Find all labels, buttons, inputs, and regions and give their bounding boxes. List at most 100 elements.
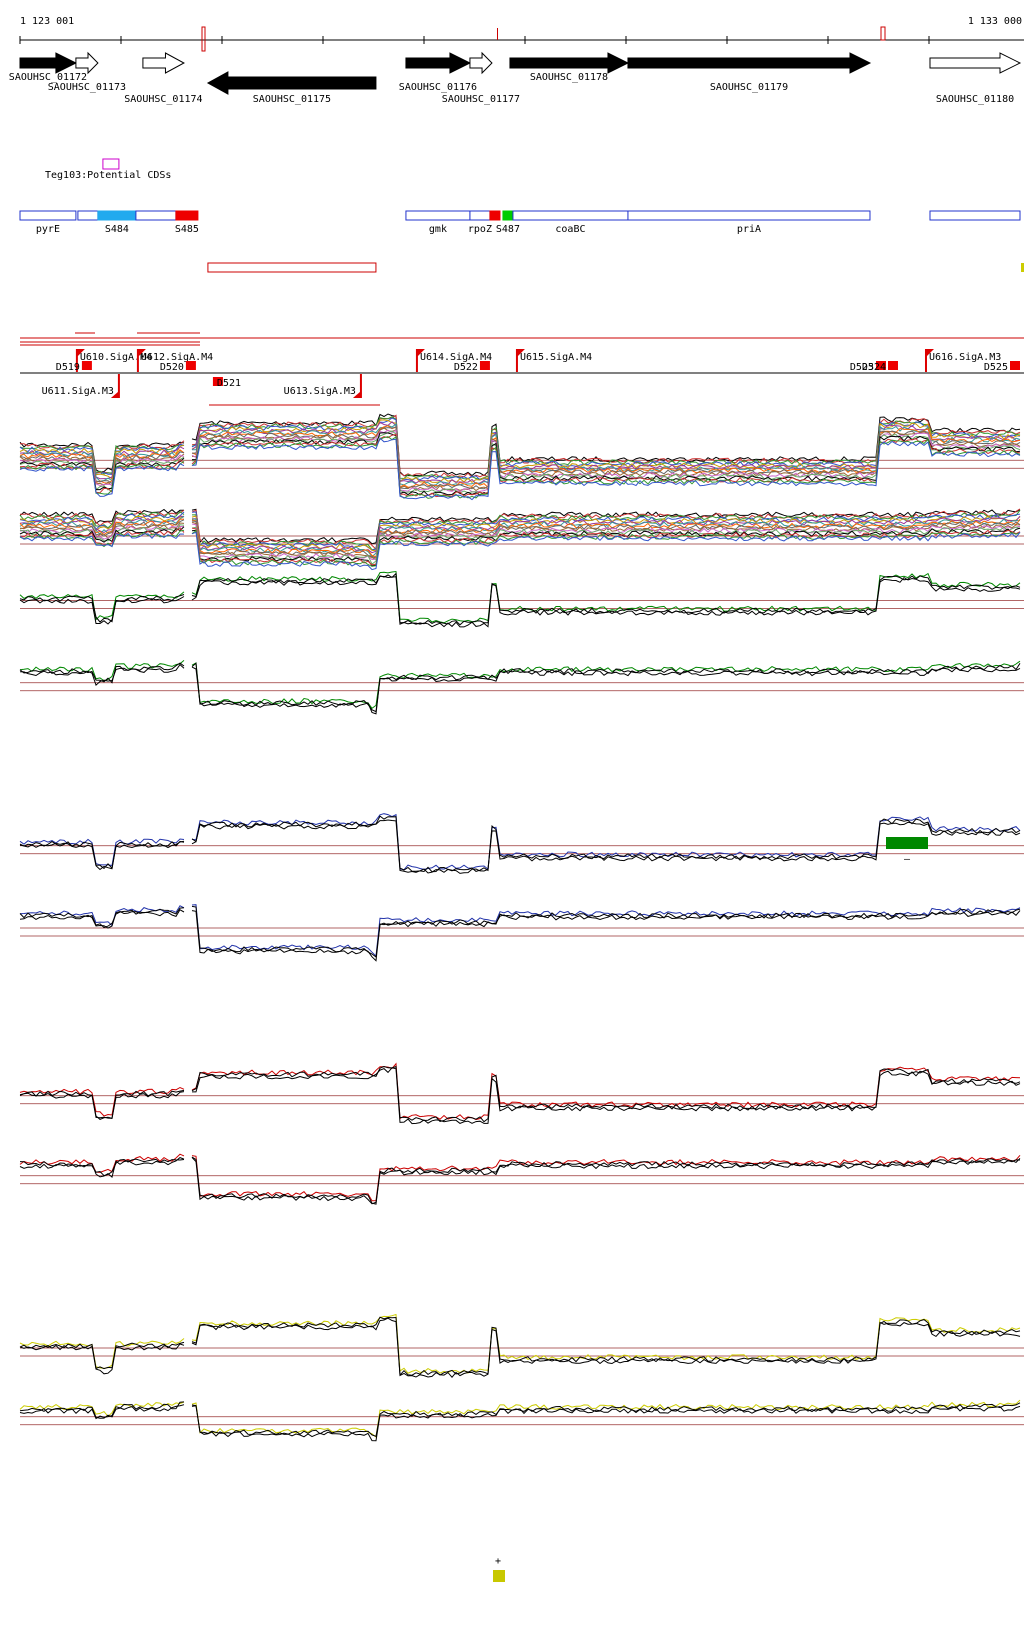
expression-profile xyxy=(19,1317,1021,1378)
terminator-mark[interactable] xyxy=(185,361,196,370)
potential-cds-box[interactable] xyxy=(102,158,120,170)
feature-box[interactable] xyxy=(175,210,199,221)
promoter-mark[interactable] xyxy=(515,349,525,372)
potential-cds-track: Teg103:Potential CDSs xyxy=(45,158,171,181)
gene-arrow[interactable] xyxy=(206,71,377,95)
legend-markers: – + xyxy=(493,837,928,1582)
gene-arrow[interactable] xyxy=(19,52,78,74)
expression-profile xyxy=(19,570,1021,624)
expression-profile xyxy=(19,1313,1021,1374)
expression-profile xyxy=(19,432,1021,496)
gene-label: SAOUHSC_01178 xyxy=(530,72,608,83)
expression-track xyxy=(19,1062,1024,1125)
gene-arrow[interactable] xyxy=(469,51,493,75)
promoter-label: U614.SigA.M4 xyxy=(420,352,492,363)
feature-box[interactable] xyxy=(627,210,871,221)
expression-profile xyxy=(19,531,1021,571)
promoter-label: U615.SigA.M4 xyxy=(520,352,592,363)
gene-arrow[interactable] xyxy=(75,51,99,75)
terminator-label: D522 xyxy=(454,362,478,373)
expression-profile xyxy=(19,904,1021,958)
expression-track xyxy=(19,813,1024,874)
expression-profile xyxy=(19,1399,1021,1439)
transcript-box[interactable] xyxy=(207,262,377,273)
promoter-mark[interactable] xyxy=(136,349,146,372)
expression-profile xyxy=(19,437,1021,501)
feature-box[interactable] xyxy=(19,210,77,221)
terminator-mark[interactable] xyxy=(479,361,490,370)
edge-marker xyxy=(1021,263,1024,272)
feature-label: coaBC xyxy=(555,224,585,235)
gene-label: SAOUHSC_01175 xyxy=(253,94,331,105)
terminator-label: D519 xyxy=(56,362,80,373)
potential-cds-label: Teg103:Potential CDSs xyxy=(45,170,171,181)
feature-box[interactable] xyxy=(135,210,177,221)
promoter-mark[interactable] xyxy=(415,349,425,372)
expression-profile xyxy=(19,1316,1021,1377)
feature-box[interactable] xyxy=(489,210,501,221)
terminator-mark[interactable] xyxy=(212,377,223,386)
promoter-label: U613.SigA.M3 xyxy=(284,386,356,397)
promoter-label: U610.SigA.M4 xyxy=(80,352,152,363)
green-legend-box xyxy=(886,837,928,849)
terminator-mark[interactable] xyxy=(887,361,898,370)
feature-box[interactable] xyxy=(97,210,137,221)
ruler-marker xyxy=(201,26,206,52)
expression-profile xyxy=(19,1404,1021,1442)
feature-label: priA xyxy=(737,224,761,235)
feature-box[interactable] xyxy=(929,210,1021,221)
feature-label: S487 xyxy=(496,224,520,235)
expression-profile xyxy=(19,527,1021,566)
feature-box[interactable] xyxy=(502,210,514,221)
ruler-ticks xyxy=(19,36,930,44)
expression-profile xyxy=(19,909,1021,962)
expression-profile xyxy=(19,815,1021,873)
expression-track xyxy=(19,413,1024,501)
expression-profile xyxy=(19,524,1021,565)
expression-profile xyxy=(19,813,1021,871)
expression-track xyxy=(19,508,1024,571)
terminator-label: D523 xyxy=(850,362,874,373)
expression-track xyxy=(19,570,1024,628)
terminator-mark[interactable] xyxy=(875,361,886,370)
gene-arrow[interactable] xyxy=(627,52,872,74)
gene-label: SAOUHSC_01173 xyxy=(48,82,126,93)
promoter-mark[interactable] xyxy=(75,349,85,372)
promoter-mark[interactable] xyxy=(352,374,362,398)
promoter-label: U612.SigA.M4 xyxy=(141,352,213,363)
terminator-mark[interactable] xyxy=(81,361,92,370)
expression-profile xyxy=(19,1067,1021,1125)
gene-label: SAOUHSC_01172 xyxy=(9,72,87,83)
gene-arrow[interactable] xyxy=(509,52,630,74)
terminator-mark[interactable] xyxy=(1009,361,1020,370)
gene-label: SAOUHSC_01177 xyxy=(442,94,520,105)
terminator-label: D525 xyxy=(984,362,1008,373)
expression-profile xyxy=(19,819,1021,874)
promoter-mark[interactable] xyxy=(924,349,934,372)
expression-profile xyxy=(19,572,1021,626)
terminator-label: D521 xyxy=(217,378,241,389)
gene-arrow[interactable] xyxy=(929,52,1022,74)
feature-label: rpoZ xyxy=(468,224,492,235)
gene-arrow[interactable] xyxy=(142,52,185,74)
minus-legend-label: – xyxy=(904,854,911,865)
terminator-label: D520 xyxy=(160,362,184,373)
expression-profile xyxy=(19,1062,1021,1121)
feature-box[interactable] xyxy=(77,210,99,221)
ruler-start-label: 1 123 001 xyxy=(20,16,74,27)
ruler-marker xyxy=(880,26,886,41)
feature-label: gmk xyxy=(429,224,447,235)
gene-label: SAOUHSC_01179 xyxy=(710,82,788,93)
expression-track xyxy=(19,1313,1024,1378)
ruler-end-label: 1 133 000 xyxy=(968,16,1022,27)
expression-track xyxy=(19,1153,1024,1205)
gene-label: SAOUHSC_01176 xyxy=(399,82,477,93)
feature-box[interactable] xyxy=(469,210,491,221)
expression-track xyxy=(19,904,1024,962)
gene-arrow[interactable] xyxy=(405,52,472,74)
feature-box[interactable] xyxy=(512,210,629,221)
promoter-mark[interactable] xyxy=(110,374,120,398)
feature-box[interactable] xyxy=(405,210,471,221)
